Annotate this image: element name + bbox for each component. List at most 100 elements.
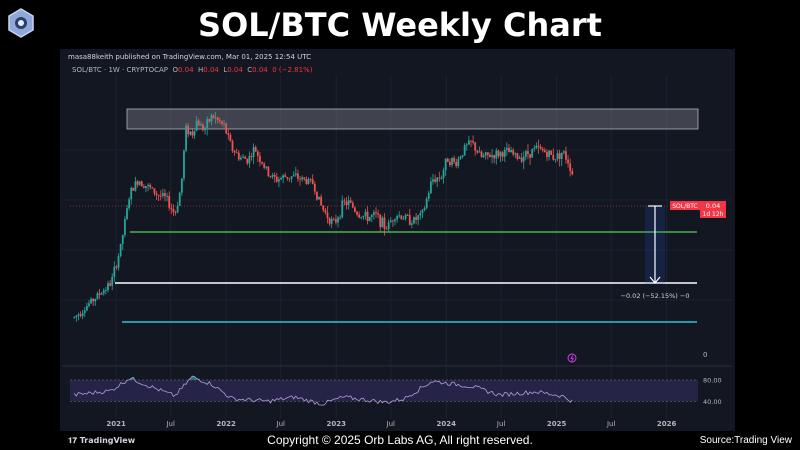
candle[interactable]: [360, 216, 363, 220]
candle[interactable]: [436, 176, 439, 188]
candle[interactable]: [138, 180, 141, 186]
flash-icon[interactable]: [567, 353, 577, 363]
candle[interactable]: [448, 158, 451, 168]
candle[interactable]: [444, 158, 447, 177]
candle[interactable]: [351, 200, 354, 209]
candle[interactable]: [111, 273, 114, 291]
candle[interactable]: [391, 219, 394, 227]
candle[interactable]: [273, 172, 276, 183]
candle[interactable]: [373, 209, 375, 220]
candle[interactable]: [406, 213, 409, 216]
candle[interactable]: [128, 197, 130, 211]
candle[interactable]: [358, 211, 361, 219]
candle[interactable]: [254, 145, 257, 152]
candle[interactable]: [377, 209, 380, 219]
candle[interactable]: [537, 139, 540, 154]
candle[interactable]: [419, 210, 422, 220]
candle[interactable]: [421, 209, 424, 219]
candle[interactable]: [208, 118, 211, 123]
candle[interactable]: [550, 150, 553, 156]
candle[interactable]: [524, 149, 527, 161]
candle[interactable]: [227, 129, 230, 140]
candle[interactable]: [497, 149, 500, 159]
candle[interactable]: [77, 312, 80, 321]
candle[interactable]: [305, 176, 308, 186]
candle[interactable]: [543, 147, 546, 153]
candle[interactable]: [117, 253, 120, 271]
rsi-line[interactable]: [73, 375, 573, 406]
candle[interactable]: [438, 171, 441, 182]
candle[interactable]: [349, 197, 352, 204]
candle[interactable]: [535, 142, 538, 150]
candle[interactable]: [134, 176, 137, 192]
candle[interactable]: [425, 196, 428, 210]
candle[interactable]: [541, 146, 544, 153]
candle[interactable]: [275, 172, 278, 183]
candle[interactable]: [299, 175, 301, 186]
candle[interactable]: [159, 190, 162, 201]
candle[interactable]: [204, 126, 206, 135]
candle[interactable]: [565, 146, 567, 164]
candle[interactable]: [79, 311, 82, 318]
candle[interactable]: [96, 291, 99, 300]
candle[interactable]: [486, 152, 489, 160]
candle[interactable]: [104, 286, 107, 295]
candle[interactable]: [263, 162, 266, 170]
candle[interactable]: [503, 146, 506, 163]
candle[interactable]: [161, 188, 164, 199]
candle[interactable]: [164, 189, 166, 202]
candle[interactable]: [225, 122, 228, 135]
candle[interactable]: [533, 145, 536, 152]
candle[interactable]: [240, 155, 242, 161]
candle[interactable]: [465, 143, 468, 151]
candle[interactable]: [337, 215, 339, 228]
candle[interactable]: [322, 205, 325, 213]
candle[interactable]: [147, 183, 149, 192]
candle[interactable]: [113, 261, 116, 282]
candle[interactable]: [539, 144, 542, 150]
candle[interactable]: [434, 174, 437, 184]
candle[interactable]: [229, 132, 232, 142]
candle[interactable]: [429, 177, 432, 195]
candle[interactable]: [375, 207, 377, 218]
candle[interactable]: [92, 297, 95, 306]
candle[interactable]: [259, 151, 261, 167]
candle[interactable]: [309, 178, 312, 183]
candle[interactable]: [100, 291, 103, 296]
candle[interactable]: [267, 166, 270, 178]
candle[interactable]: [415, 213, 418, 225]
candle[interactable]: [326, 206, 329, 224]
candle[interactable]: [554, 158, 557, 163]
candle[interactable]: [354, 206, 356, 213]
candle[interactable]: [271, 172, 274, 180]
candle[interactable]: [246, 158, 249, 166]
candle[interactable]: [332, 217, 335, 221]
candle[interactable]: [453, 155, 455, 165]
candle[interactable]: [440, 175, 443, 180]
candle[interactable]: [347, 195, 350, 210]
candle[interactable]: [459, 155, 462, 160]
candle[interactable]: [508, 143, 510, 153]
candle[interactable]: [410, 220, 413, 229]
candle[interactable]: [527, 144, 529, 159]
candle[interactable]: [170, 203, 173, 215]
candle[interactable]: [115, 264, 118, 270]
candle[interactable]: [512, 147, 515, 157]
candle[interactable]: [463, 143, 466, 156]
candle[interactable]: [501, 150, 504, 162]
candle[interactable]: [297, 169, 299, 182]
candle[interactable]: [311, 174, 314, 185]
candle[interactable]: [423, 206, 426, 212]
candle[interactable]: [286, 176, 289, 181]
candle[interactable]: [446, 157, 449, 163]
candle[interactable]: [461, 155, 464, 159]
candle[interactable]: [140, 180, 143, 187]
candle[interactable]: [548, 150, 550, 161]
candle[interactable]: [278, 176, 280, 188]
candle[interactable]: [98, 288, 101, 299]
candle[interactable]: [402, 216, 405, 220]
candle[interactable]: [345, 197, 348, 210]
candle[interactable]: [218, 117, 221, 124]
candle[interactable]: [520, 152, 523, 164]
candle[interactable]: [364, 208, 367, 220]
